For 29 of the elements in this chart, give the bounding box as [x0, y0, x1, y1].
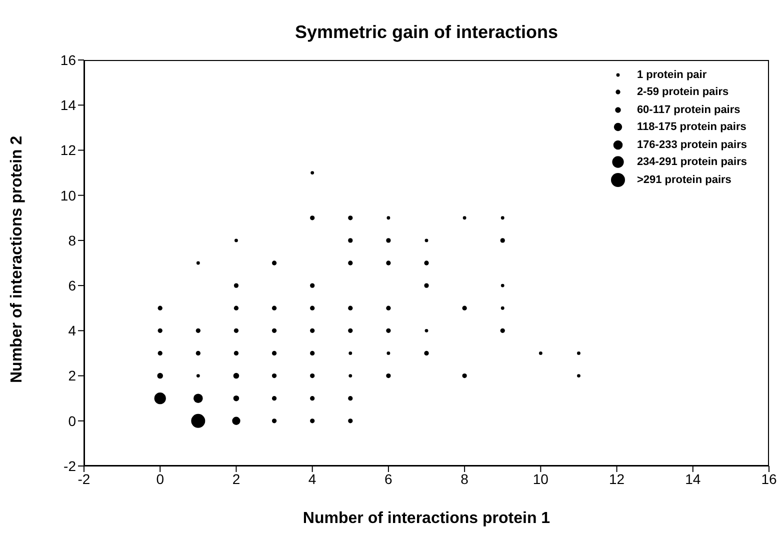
- x-axis-title: Number of interactions protein 1: [302, 510, 550, 527]
- x-tick-label: 0: [156, 470, 164, 487]
- legend-label: 1 protein pair: [636, 68, 707, 81]
- x-tick-label: 8: [460, 470, 469, 487]
- y-tick-label: 6: [68, 278, 76, 294]
- legend-label: 60-117 protein pairs: [636, 104, 740, 116]
- y-axis-title: Number of interactions protein 2: [8, 136, 26, 383]
- x-tick-label: 12: [608, 470, 625, 487]
- legend-label: 234-291 protein pairs: [636, 156, 747, 168]
- legend-label: 2-59 protein pairs: [636, 86, 729, 98]
- chart-title: Symmetric gain of interactions: [294, 22, 560, 43]
- legend-label: >291 protein pairs: [636, 174, 732, 186]
- y-tick-label: 10: [60, 187, 76, 204]
- x-tick-label: 10: [532, 470, 549, 487]
- legend-label: 176-233 protein pairs: [636, 138, 747, 151]
- x-tick-label: 16: [761, 470, 777, 487]
- x-tick-label: 6: [384, 470, 393, 487]
- y-tick-label: 16: [60, 52, 76, 68]
- y-tick-label: 2: [68, 368, 76, 384]
- legend-label: 118-175 protein pairs: [636, 121, 746, 134]
- x-tick-label: 14: [685, 470, 701, 487]
- y-tick-label: 14: [60, 97, 76, 114]
- x-tick-label: 4: [308, 470, 316, 487]
- y-tick-label: 12: [60, 142, 76, 158]
- x-tick-label: 2: [232, 470, 240, 487]
- y-tick-label: 4: [68, 322, 76, 339]
- y-tick-label: 0: [68, 412, 76, 429]
- y-tick-label: -2: [64, 458, 76, 474]
- y-tick-label: 8: [68, 232, 76, 248]
